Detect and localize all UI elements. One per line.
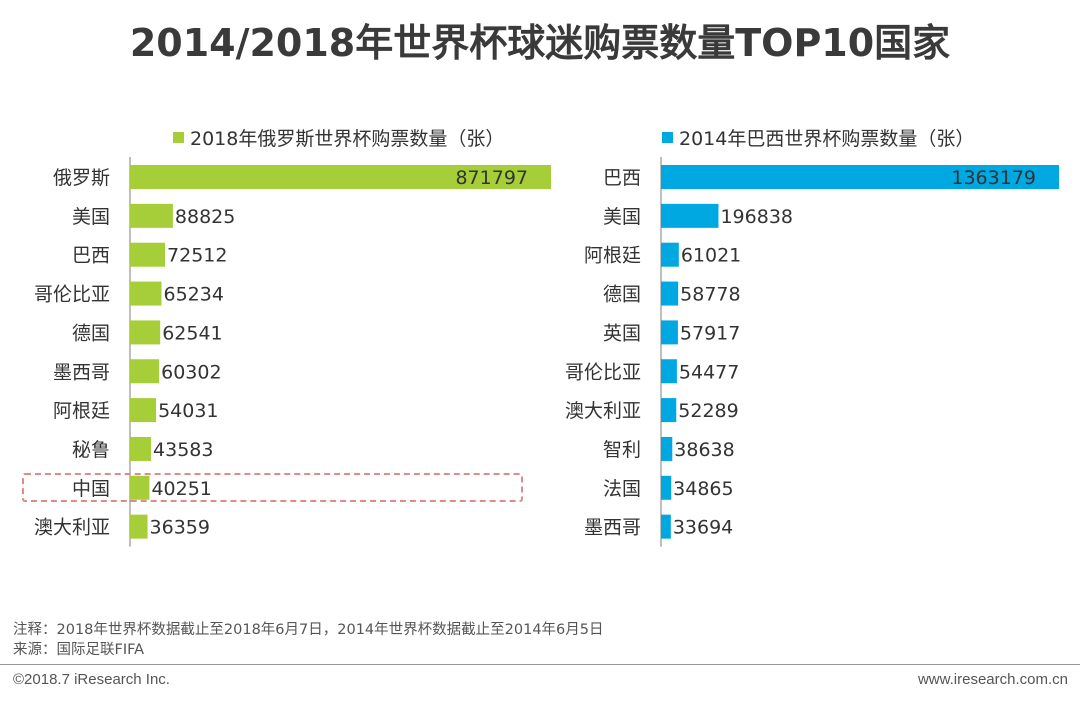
left-bar-8 <box>130 475 150 500</box>
left-value-label-9: 36359 <box>150 517 210 539</box>
right-category-label-9: 墨西哥 <box>584 517 641 539</box>
right-category-label-4: 英国 <box>603 322 641 344</box>
legend-2018: 2018年俄罗斯世界杯购票数量（张） <box>173 124 504 151</box>
right-category-label-3: 德国 <box>603 284 641 306</box>
left-value-label-7: 43583 <box>153 439 213 461</box>
right-value-label-4: 57917 <box>680 322 740 344</box>
right-value-label-1: 196838 <box>720 206 793 228</box>
left-bar-6 <box>130 398 157 423</box>
left-value-label-3: 65234 <box>164 284 224 306</box>
right-bar-5 <box>661 359 677 384</box>
left-bar-0 <box>130 165 551 189</box>
right-bar-6 <box>661 398 677 423</box>
left-category-label-7: 秘鲁 <box>72 439 110 461</box>
chart-title: 2014/2018年世界杯球迷购票数量TOP10国家 <box>129 21 951 65</box>
left-value-label-4: 62541 <box>162 322 222 344</box>
left-value-label-0: 871797 <box>455 167 528 189</box>
right-value-label-9: 33694 <box>673 517 733 539</box>
right-value-label-6: 52289 <box>678 400 738 422</box>
right-bar-9 <box>661 514 671 539</box>
footer-website[interactable]: www.iresearch.com.cn <box>917 671 1068 688</box>
left-bar-5 <box>130 359 160 384</box>
right-bar-1 <box>661 203 719 228</box>
left-bar-3 <box>130 281 162 306</box>
legend-swatch-2018 <box>173 132 184 143</box>
right-value-label-2: 61021 <box>681 245 741 267</box>
left-category-label-0: 俄罗斯 <box>53 167 110 189</box>
footnote-source: 来源：国际足联FIFA <box>13 642 145 658</box>
legend-2014: 2014年巴西世界杯购票数量（张） <box>662 124 974 151</box>
legend-swatch-2014 <box>662 132 673 143</box>
left-category-label-1: 美国 <box>72 206 110 228</box>
right-value-label-5: 54477 <box>679 361 739 383</box>
left-category-label-6: 阿根廷 <box>53 400 110 422</box>
right-bar-4 <box>661 320 678 345</box>
left-bar-1 <box>130 203 173 228</box>
left-value-label-1: 88825 <box>175 206 235 228</box>
legend-label-2018: 2018年俄罗斯世界杯购票数量（张） <box>190 128 505 150</box>
left-category-label-9: 澳大利亚 <box>34 517 110 539</box>
right-bar-7 <box>661 436 673 461</box>
left-category-label-3: 哥伦比亚 <box>34 284 110 306</box>
left-category-label-5: 墨西哥 <box>53 361 110 383</box>
right-value-label-7: 38638 <box>674 439 734 461</box>
right-category-label-8: 法国 <box>603 478 641 500</box>
right-value-label-0: 1363179 <box>951 167 1036 189</box>
right-category-label-5: 哥伦比亚 <box>565 361 641 383</box>
left-value-label-8: 40251 <box>151 478 211 500</box>
china-highlight-box <box>22 473 523 502</box>
right-value-label-8: 34865 <box>673 478 733 500</box>
left-bar-7 <box>130 436 152 461</box>
footnote-note: 注释：2018年世界杯数据截止至2018年6月7日，2014年世界杯数据截止至2… <box>13 622 604 638</box>
left-bar-2 <box>130 242 166 267</box>
left-category-label-8: 中国 <box>72 478 110 500</box>
left-category-label-4: 德国 <box>72 322 110 344</box>
footer-copyright: ©2018.7 iResearch Inc. <box>13 671 170 688</box>
right-bar-2 <box>661 242 679 267</box>
left-bar-9 <box>130 514 148 539</box>
right-category-label-7: 智利 <box>603 439 641 461</box>
right-bar-0 <box>661 165 1059 189</box>
left-value-label-6: 54031 <box>158 400 218 422</box>
legend-label-2014: 2014年巴西世界杯购票数量（张） <box>679 128 975 150</box>
right-category-label-6: 澳大利亚 <box>565 400 641 422</box>
right-category-label-0: 巴西 <box>603 167 641 189</box>
right-bar-8 <box>661 475 672 500</box>
right-category-label-1: 美国 <box>603 206 641 228</box>
left-category-label-2: 巴西 <box>72 245 110 267</box>
right-category-label-2: 阿根廷 <box>584 245 641 267</box>
right-bar-3 <box>661 281 679 306</box>
right-value-label-3: 58778 <box>680 284 740 306</box>
footer-divider <box>0 664 1080 665</box>
left-value-label-2: 72512 <box>167 245 227 267</box>
left-value-label-5: 60302 <box>161 361 221 383</box>
left-bar-4 <box>130 320 161 345</box>
